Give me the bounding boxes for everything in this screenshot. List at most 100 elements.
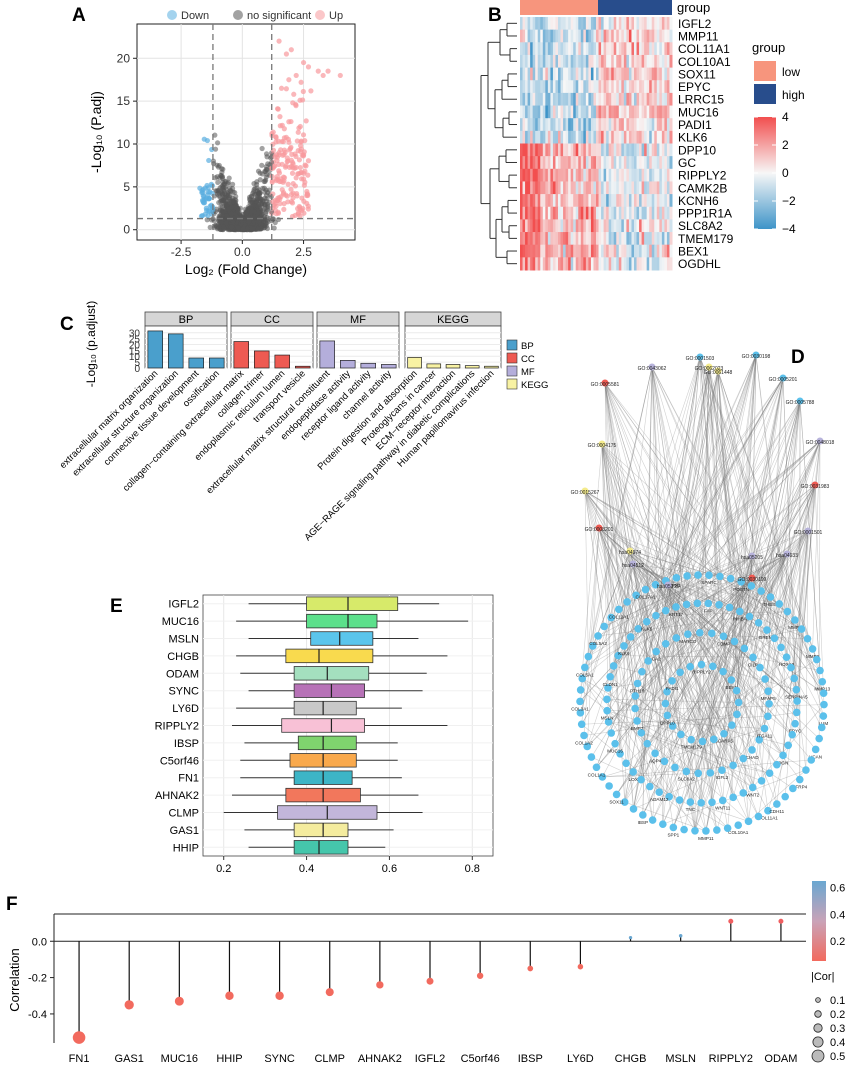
- heatmap-cell: [520, 105, 524, 119]
- gene-node: [633, 679, 642, 688]
- heatmap-cell: [631, 206, 635, 220]
- heatmap-cell: [532, 17, 536, 31]
- heatmap-cell: [570, 80, 574, 94]
- heatmap-cell: [644, 67, 648, 81]
- heatmap-cell: [573, 130, 577, 144]
- data-point: [219, 191, 226, 197]
- heatmap-cell: [565, 143, 569, 157]
- heatmap-cell: [596, 118, 600, 132]
- heatmap-cell: [555, 42, 559, 56]
- heatmap-cell: [669, 42, 673, 56]
- heatmap-cell: [537, 54, 541, 69]
- heatmap-cell: [613, 42, 617, 56]
- heatmap-cell: [573, 42, 577, 56]
- heatmap-cell: [649, 130, 653, 144]
- box-label: MUC16: [162, 616, 199, 628]
- heatmap-cell: [603, 244, 607, 258]
- heatmap-cell: [623, 156, 627, 170]
- heatmap-cell: [611, 54, 615, 69]
- heatmap-cell: [527, 42, 531, 56]
- network-edge: [717, 370, 808, 639]
- heatmap-cell: [552, 168, 556, 182]
- data-point: [288, 47, 294, 53]
- heatmap-cell: [598, 257, 602, 271]
- heatmap-cell: [555, 29, 559, 43]
- gene-node: [691, 826, 699, 835]
- gene-node: [802, 766, 810, 774]
- scale-tick-label: −4: [782, 222, 796, 236]
- heatmap-cell: [641, 118, 645, 132]
- data-point: [263, 151, 270, 157]
- gene-node: [672, 574, 681, 582]
- heatmap-cell: [565, 42, 569, 56]
- heatmap-cell: [646, 156, 650, 170]
- heatmap-cell: [535, 92, 539, 107]
- heatmap-cell: [545, 206, 549, 220]
- heatmap-cell: [606, 244, 610, 258]
- heatmap-cell: [545, 29, 549, 43]
- heatmap-cell: [664, 219, 668, 233]
- heatmap-cell: [527, 67, 531, 81]
- heatmap-cell: [585, 168, 589, 182]
- gene-node-label: ITGA11: [757, 733, 773, 738]
- heatmap-cell: [573, 118, 577, 132]
- heatmap-cell: [641, 143, 645, 157]
- heatmap-cell: [621, 29, 625, 43]
- heatmap-cell: [611, 181, 615, 195]
- heatmap-cell: [598, 118, 602, 132]
- gene-node: [766, 593, 775, 601]
- heatmap-cell: [639, 80, 643, 94]
- network-edge: [694, 354, 757, 831]
- heatmap-cell: [535, 181, 539, 195]
- network-edge: [651, 366, 714, 667]
- heatmap-cell: [568, 219, 572, 233]
- heatmap-cell: [606, 194, 610, 208]
- data-point: [278, 85, 285, 91]
- gene-node-label: RIPPLY2: [692, 670, 711, 675]
- heatmap-cell: [550, 206, 554, 220]
- data-point: [301, 210, 307, 216]
- heatmap-cell: [537, 181, 541, 195]
- heatmap-cell: [596, 80, 600, 94]
- heatmap-cell: [656, 17, 660, 31]
- heatmap-cell: [621, 206, 625, 220]
- heatmap-cell: [555, 206, 559, 220]
- heatmap-cell: [565, 67, 569, 81]
- heatmap-cell: [641, 244, 645, 258]
- heatmap-cell: [545, 54, 549, 69]
- group-legend-high-label: high: [782, 88, 805, 102]
- heatmap-cell: [575, 80, 579, 94]
- data-point: [263, 174, 269, 180]
- gene-node: [730, 637, 739, 646]
- heatmap-cell: [661, 92, 665, 107]
- heatmap-cell: [641, 156, 645, 170]
- heatmap-cell: [522, 181, 526, 195]
- heatmap-cell: [540, 118, 544, 132]
- box-label: CLMP: [168, 808, 199, 820]
- gene-node: [663, 711, 672, 720]
- heatmap-cell: [636, 156, 640, 170]
- heatmap-cell: [649, 17, 653, 31]
- gene-node-label: WNT2: [746, 792, 759, 797]
- legend-swatch: [233, 10, 243, 20]
- panel-e-boxplots: E IGFL2MUC16MSLNCHGBODAMSYNCLY6DRIPPLY2I…: [110, 594, 494, 875]
- term-node-label: GO:0043062: [638, 366, 667, 372]
- network-edge: [608, 366, 653, 722]
- heatmap-cell: [550, 219, 554, 233]
- heatmap-cell: [646, 42, 650, 56]
- heatmap-cell: [613, 168, 617, 182]
- heatmap-cell: [530, 194, 534, 208]
- heatmap-cell: [525, 219, 529, 233]
- heatmap-cell: [596, 143, 600, 157]
- heatmap-cell: [644, 42, 648, 56]
- box-label: SYNC: [168, 686, 199, 698]
- network-edge: [794, 723, 816, 750]
- heatmap-cell: [580, 194, 584, 208]
- heatmap-cell: [537, 80, 541, 94]
- network-edge: [717, 370, 749, 822]
- gene-node: [684, 630, 692, 638]
- heatmap-cell: [669, 181, 673, 195]
- legend-swatch: [506, 365, 518, 377]
- heatmap-cell: [547, 206, 551, 220]
- heatmap-cell: [661, 194, 665, 208]
